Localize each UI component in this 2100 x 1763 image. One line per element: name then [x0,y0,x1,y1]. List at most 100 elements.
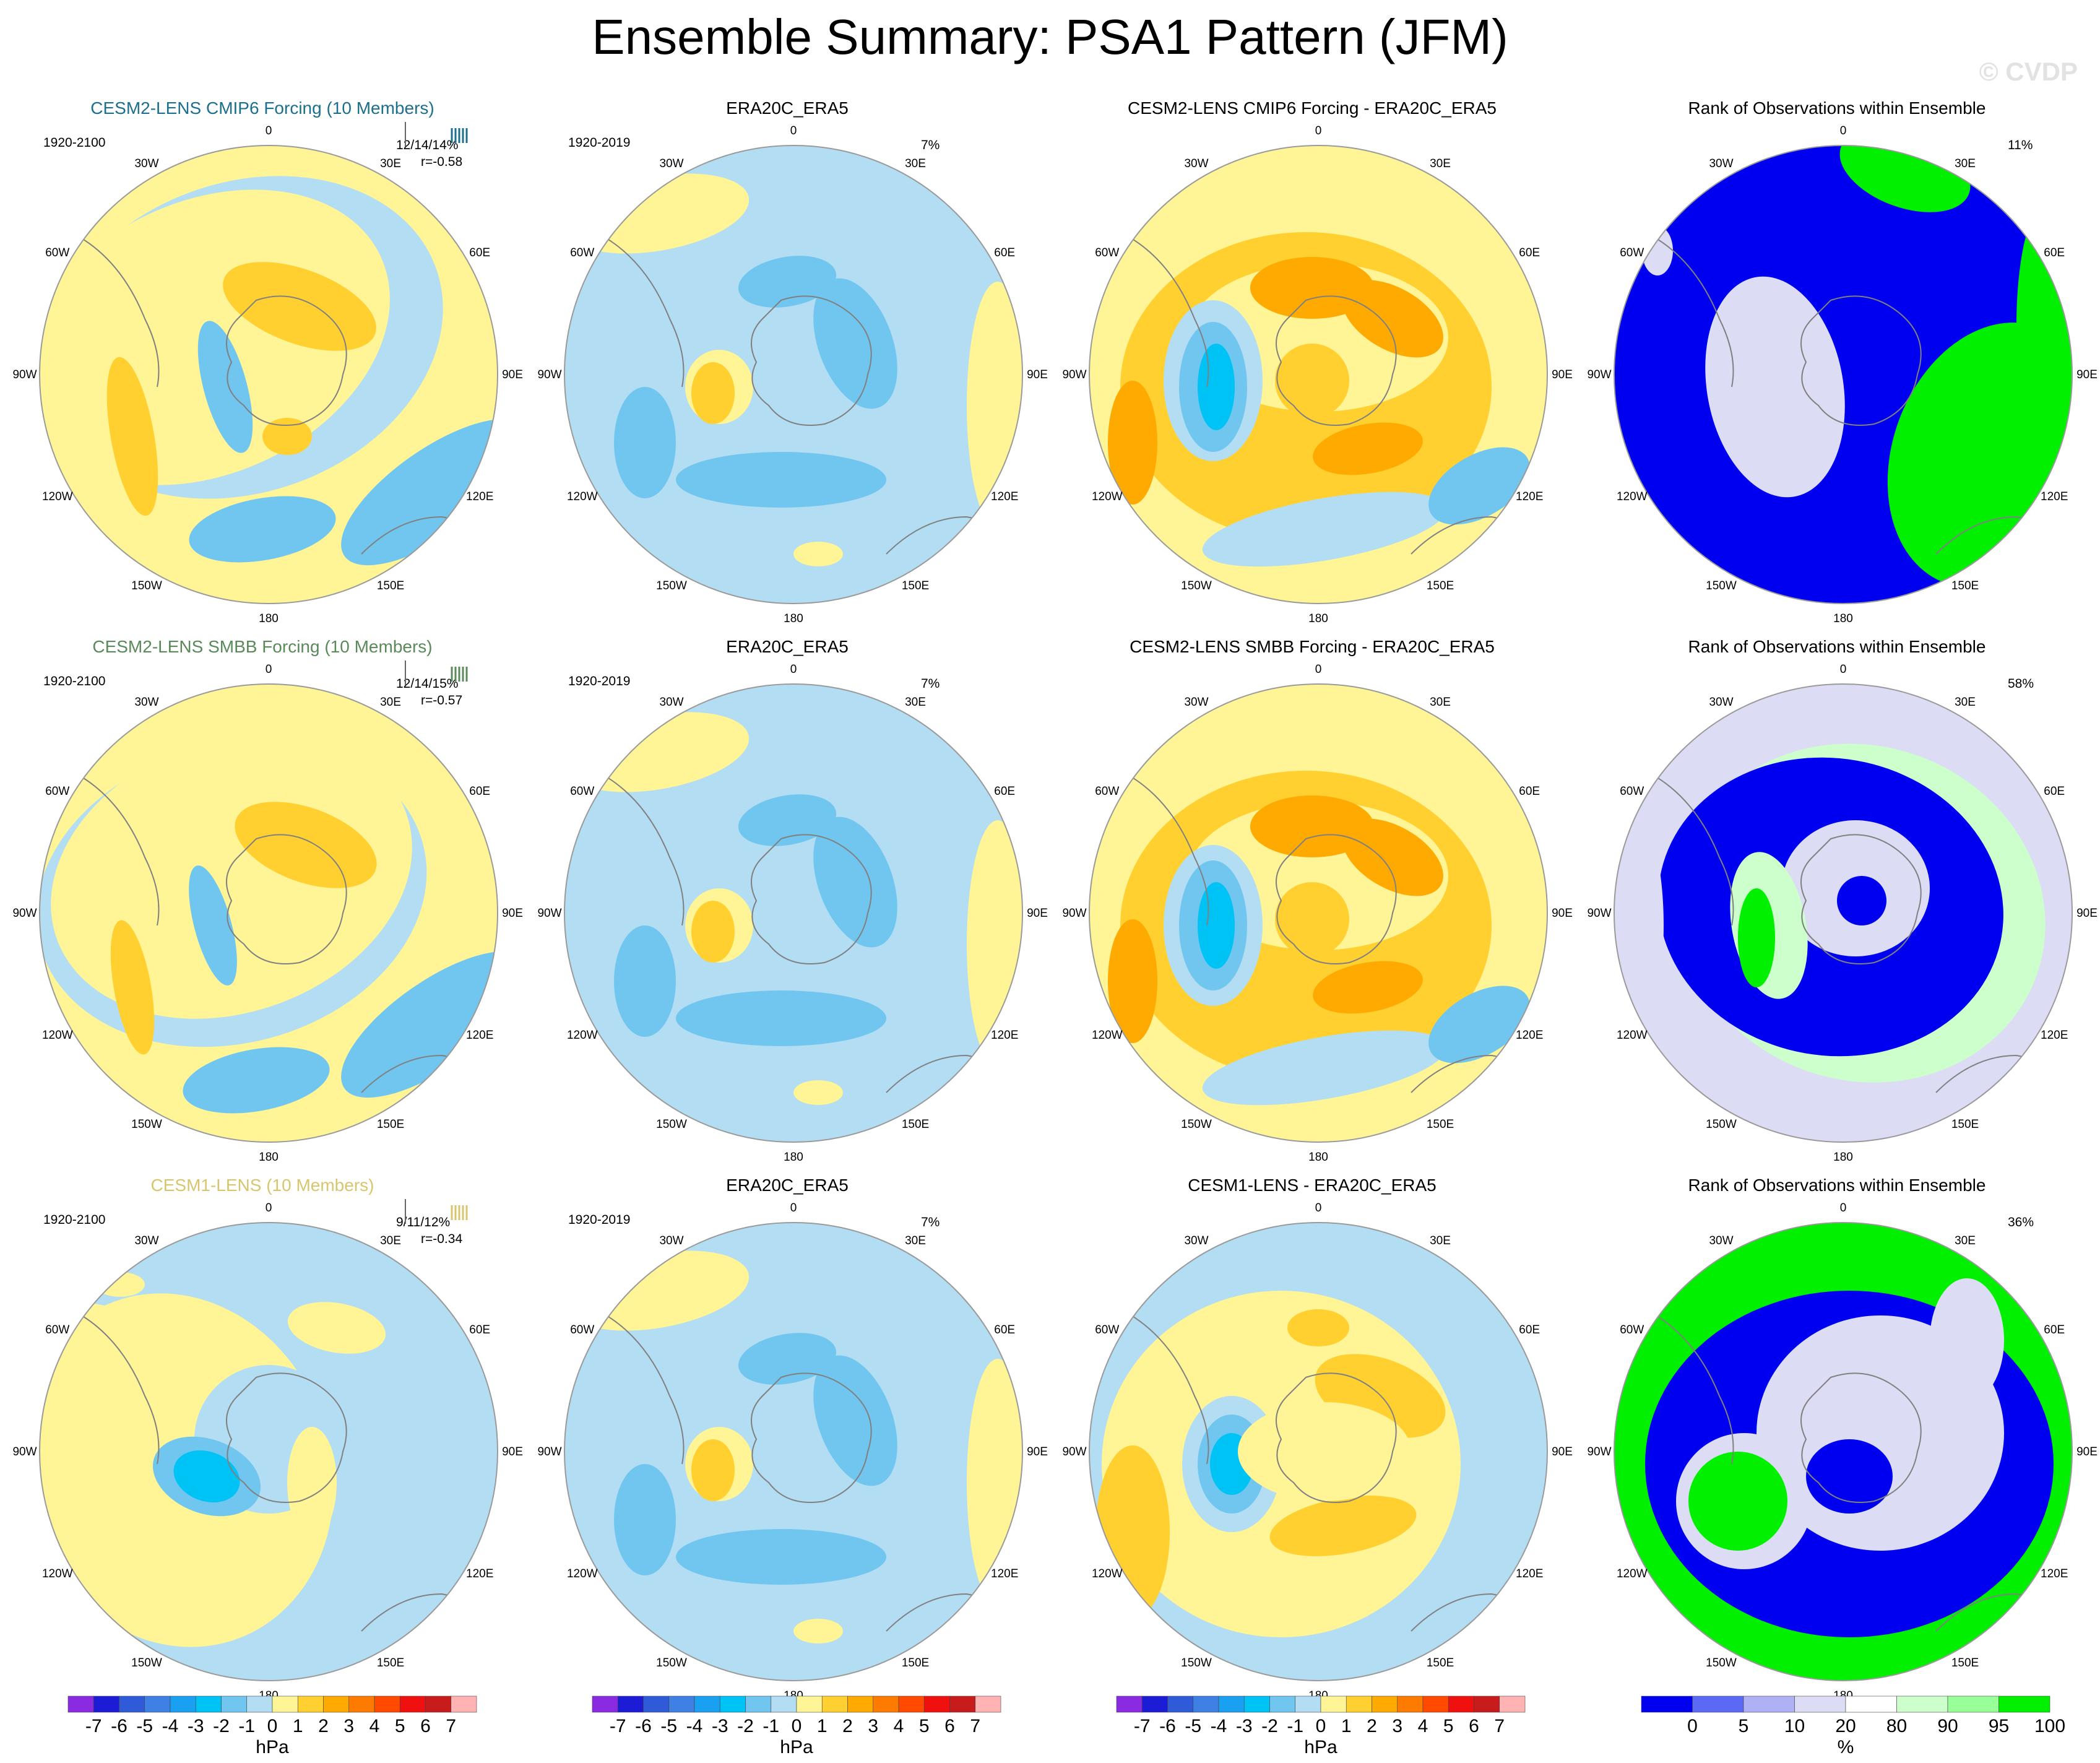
longitude-label: 90W [1587,907,1611,920]
longitude-label: 120E [991,1567,1018,1580]
contour-region [173,1450,240,1503]
colorbar-swatch [1448,1696,1474,1713]
colorbar-swatch [1422,1696,1449,1713]
longitude-label: 0 [790,124,797,137]
contour-region [1198,344,1235,430]
longitude-label: 30E [1955,157,1976,170]
longitude-label: 120E [466,490,493,503]
map-panel-r1-diff: CESM2-LENS CMIP6 Forcing - ERA20C_ERA5 0 3… [1050,96,1575,635]
colorbar-swatch [170,1696,196,1713]
contour-region [1806,1439,1893,1514]
longitude-label: 90E [2076,368,2098,381]
antarctica-coastline [751,834,872,964]
colorbar-swatch [796,1696,823,1713]
longitude-label: 60W [1095,1323,1119,1336]
longitude-label: 90E [1552,368,1573,381]
contour-region [691,362,735,424]
contour-region [614,1464,676,1575]
longitude-label: 90E [1552,1445,1573,1458]
colorbar-tick-label: 3 [1392,1716,1402,1736]
colorbar-swatch [119,1696,145,1713]
contour-region [813,1355,897,1486]
colorbar-tick-label: -2 [1261,1716,1278,1736]
colorbar-swatch [643,1696,670,1713]
colorbar-swatch [745,1696,772,1713]
longitude-label: 30E [1430,157,1451,170]
longitude-label: 60W [1620,785,1644,798]
longitude-label: 30E [1430,696,1451,709]
colorbar-swatch [1116,1696,1143,1713]
contour-region [341,951,498,1098]
map-border [1089,145,1548,604]
rank-percentage: 58% [2008,677,2034,691]
colorbar-swatch [617,1696,644,1713]
longitude-label: 90W [537,1445,561,1458]
longitude-label: 30W [1184,696,1208,709]
colorbar-tick-label: -6 [111,1716,127,1736]
contour-region [1688,1452,1787,1551]
longitude-label: 60E [2044,246,2065,259]
antarctica-coastline [1276,834,1397,964]
longitude-label: 180 [1308,612,1328,625]
longitude-label: 60E [469,246,490,259]
colorbar-swatch [67,1696,94,1713]
longitude-label: 180 [259,1151,279,1164]
antarctica-coastline [751,295,872,426]
rank-percentage: 36% [2008,1215,2034,1229]
south-america-coastline [1644,232,1734,388]
panel-title: CESM2-LENS SMBB Forcing (10 Members) [92,637,433,656]
antarctica-coastline [1800,834,1922,964]
map-panel-r1-rank: Rank of Observations within Ensemble 0 30E… [1575,96,2099,635]
colorbar-tick-label: 80 [1886,1716,1907,1736]
colorbar-tick-label: -5 [1185,1716,1201,1736]
period-label: 1920-2100 [43,1213,106,1227]
colorbar-tick-label: -1 [238,1716,255,1736]
ensemble-stats: 12/14/14% r=-0.58 [396,137,462,170]
panel-title: ERA20C_ERA5 [726,1176,849,1195]
contour-region [691,1439,735,1501]
colorbar-tick-label: 0 [1687,1716,1698,1736]
south-america-coastline [1120,1309,1209,1465]
colorbar-swatch [1947,1696,1999,1713]
longitude-label: 0 [790,663,797,676]
colorbar-swatch [93,1696,119,1713]
map-panel-r3-rank: Rank of Observations within Ensemble 0 30E… [1575,1173,2099,1712]
contour-region [676,1529,886,1585]
colorbar-tick-label: 2 [1367,1716,1377,1736]
longitude-label: 150W [1706,1657,1737,1670]
contour-region [1269,1496,1417,1556]
colorbar-swatch [668,1696,695,1713]
colorbar-swatch [1692,1696,1744,1713]
colorbar-hpa-3: -7 -6 -5 -4 -3 -2 -1 0 1 2 3 4 5 6 7 hPa [1116,1696,1526,1758]
colorbar-tick-label: 100 [2034,1716,2065,1736]
colorbar-tick-label: -6 [635,1716,652,1736]
period-label: 1920-2100 [43,136,106,150]
longitude-label: 0 [266,124,272,137]
map-panel-r2-obs: ERA20C_ERA5 0 30E 60E 90E 120E 150E 180 150W 120W… [525,635,1050,1173]
longitude-label: 30E [905,157,926,170]
longitude-label: 30W [1709,696,1733,709]
pct-variance-range: 9/11/12% [396,1215,451,1229]
longitude-label: 120E [466,1567,493,1580]
longitude-label: 30E [380,157,401,170]
colorbar-swatch [1794,1696,1846,1713]
contour-region [1198,882,1235,969]
map-border [1089,1222,1548,1681]
variance-explained: 7% [921,677,940,691]
panel-title: CESM1-LENS - ERA20C_ERA5 [1188,1176,1437,1195]
colorbar-swatch [1743,1696,1795,1713]
colorbar-swatch [949,1696,976,1713]
longitude-label: 90E [2076,907,2098,920]
colorbar-tick-label: 7 [446,1716,456,1736]
colorbar-swatch [1845,1696,1897,1713]
colorbar-tick-label: -4 [686,1716,703,1736]
longitude-label: 90E [502,368,523,381]
colorbar-swatch [374,1696,400,1713]
longitude-label: 90E [1027,907,1048,920]
colorbar-tick-label: -1 [763,1716,779,1736]
longitude-label: 90E [502,907,523,920]
